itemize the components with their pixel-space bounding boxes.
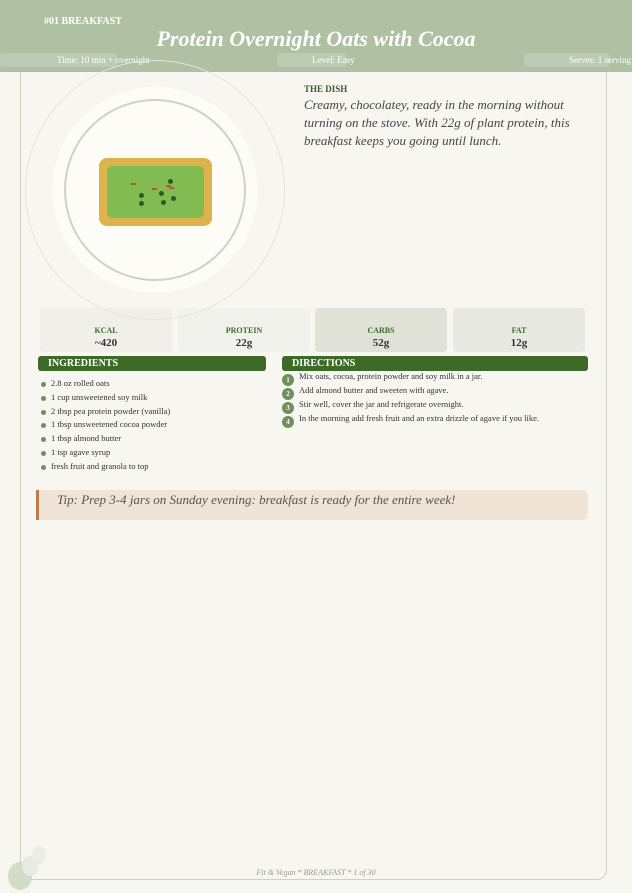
directions-header: DIRECTIONS [282, 356, 588, 371]
list-item: fresh fruit and granola to top [40, 460, 170, 474]
list-item: 1 tbsp almond butter [40, 432, 170, 446]
nutrition-fat: FAT 12g [453, 308, 585, 352]
page-title: Protein Overnight Oats with Cocoa [156, 26, 476, 51]
step-number: 3 [282, 402, 294, 414]
recipe-category: #01 BREAKFAST [44, 16, 122, 27]
page-frame [20, 72, 607, 880]
page-footer: Fit & Vegan * BREAKFAST * 1 of 30 [256, 868, 376, 877]
plate-rim [64, 99, 246, 281]
ingredients-list: 2.8 oz rolled oats 1 cup unsweetened soy… [40, 377, 170, 474]
serves-info: Serves: 1 serving [569, 55, 631, 65]
ingredients-header: INGREDIENTS [38, 356, 266, 371]
step-number: 1 [282, 374, 294, 386]
dish-label: THE DISH [304, 84, 348, 94]
time-info: Time: 10 min + overnight [57, 55, 150, 65]
meta-pill [0, 53, 117, 67]
direction-step: 3 Stir well, cover the jar and refrigerat… [282, 399, 539, 414]
step-number: 4 [282, 416, 294, 428]
decorative-leaf [32, 846, 46, 864]
direction-step: 2 Add almond butter and sweeten with agav… [282, 385, 539, 400]
list-item: 1 tbsp unsweetened cocoa powder [40, 418, 170, 432]
list-item: 1 tsp agave syrup [40, 446, 170, 460]
oats-jar-illustration [99, 158, 212, 226]
header-banner: #01 BREAKFAST Protein Overnight Oats wit… [0, 0, 632, 72]
dish-description: Creamy, chocolatey, ready in the morning… [304, 97, 570, 148]
direction-step: 4 In the morning add fresh fruit and an e… [282, 413, 539, 428]
meta-pill [524, 53, 610, 67]
level-info: Level: Easy [312, 55, 355, 65]
step-number: 2 [282, 388, 294, 400]
nutrition-protein: PROTEIN 22g [178, 308, 310, 352]
nutrition-kcal: KCAL ~420 [40, 308, 172, 352]
nutrition-carbs: CARBS 52g [315, 308, 447, 352]
list-item: 1 cup unsweetened soy milk [40, 391, 170, 405]
tip-box: Tip: Prep 3-4 jars on Sunday evening: br… [36, 490, 588, 520]
plate-outer [25, 60, 285, 320]
meta-pill [277, 53, 347, 67]
list-item: 2 tbsp pea protein powder (vanilla) [40, 405, 170, 419]
directions-list: 1 Mix oats, cocoa, protein powder and soy… [282, 371, 539, 428]
list-item: 2.8 oz rolled oats [40, 377, 170, 391]
direction-step: 1 Mix oats, cocoa, protein powder and soy… [282, 371, 539, 386]
